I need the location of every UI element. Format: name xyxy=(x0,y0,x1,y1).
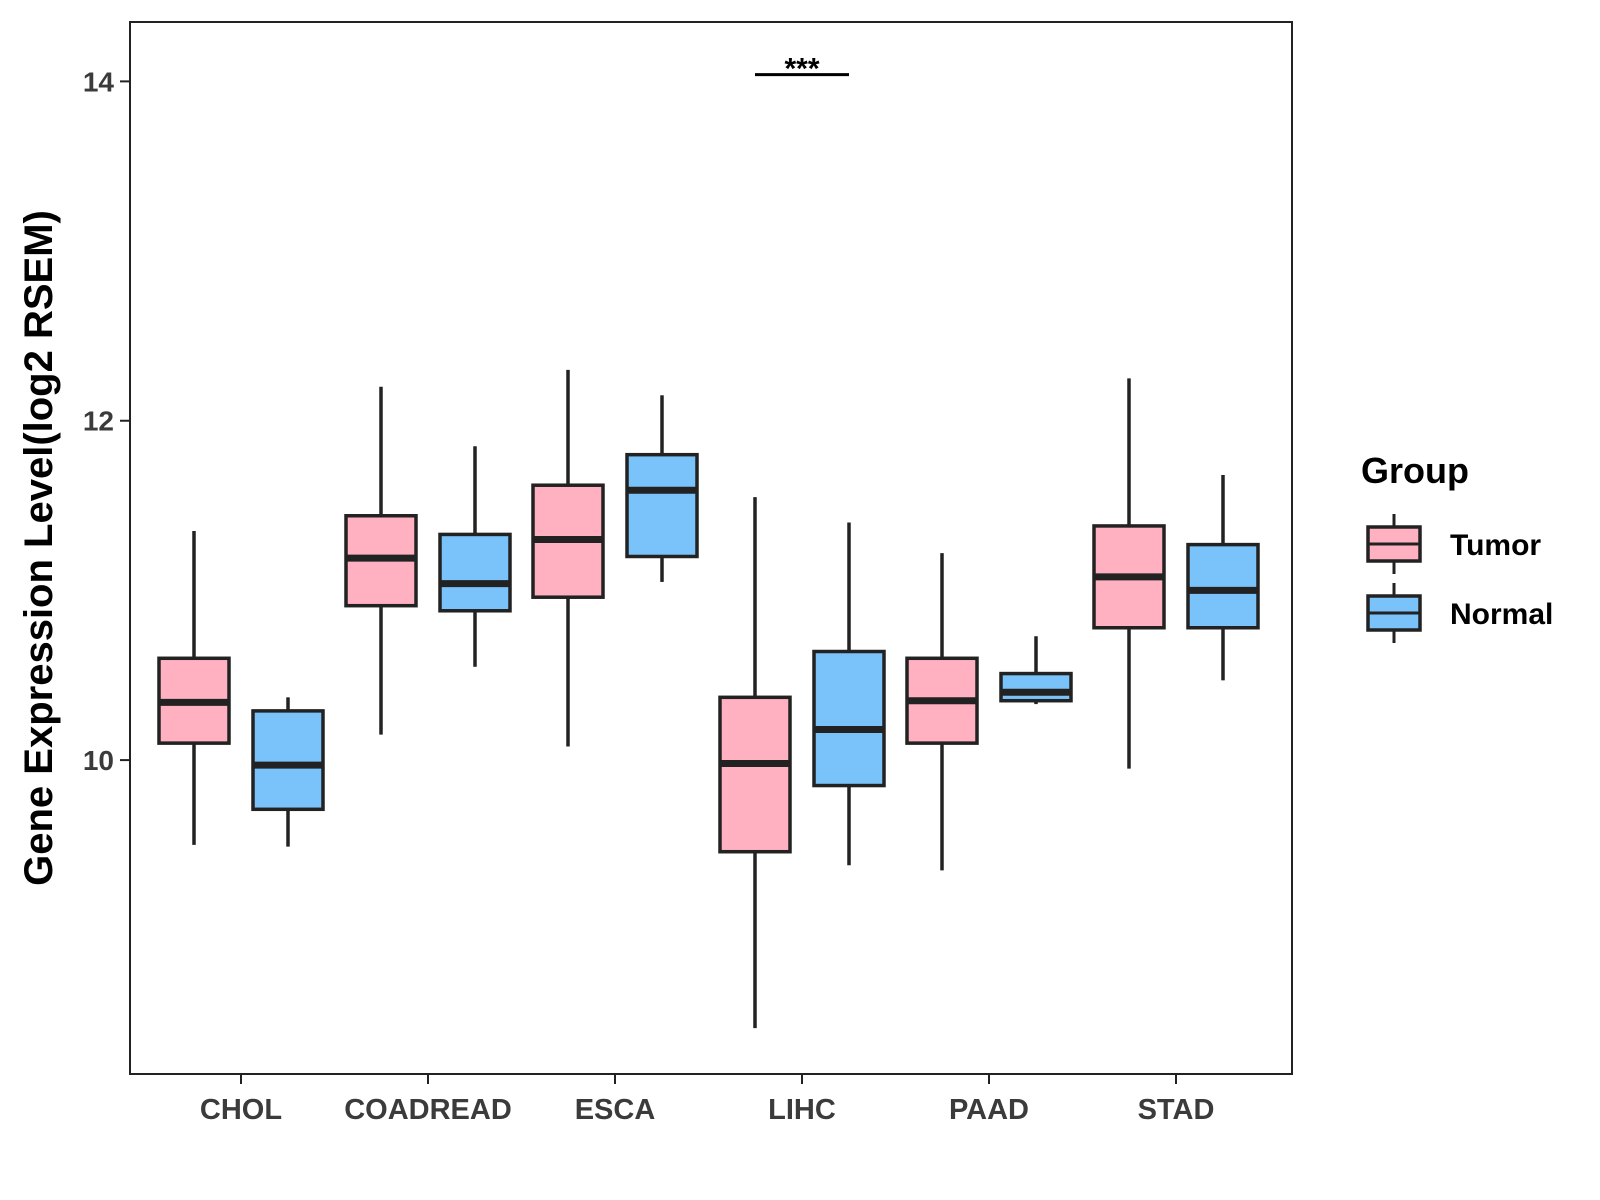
box-normal-coadread xyxy=(438,446,512,667)
box-normal-stad xyxy=(1186,475,1260,681)
box-body xyxy=(625,452,699,559)
y-axis-title: Gene Expression Level(log2 RSEM) xyxy=(17,210,61,886)
y-axis: 10 12 14 xyxy=(83,66,130,776)
box-tumor-paad xyxy=(905,553,979,871)
box-normal-lihc xyxy=(812,522,886,866)
x-axis: CHOL COADREAD ESCA LIHC PAAD STAD xyxy=(200,1074,1214,1126)
x-tick-label-chol: CHOL xyxy=(200,1094,282,1126)
box-normal-esca xyxy=(625,395,699,582)
legend-title: Group xyxy=(1361,450,1469,491)
boxes-layer xyxy=(157,369,1260,1029)
x-tick-label-paad: PAAD xyxy=(949,1094,1029,1126)
box-normal-chol xyxy=(251,697,325,847)
y-tick-label: 12 xyxy=(83,406,114,437)
box-body xyxy=(999,671,1073,703)
y-tick-label: 14 xyxy=(83,66,115,97)
box-body xyxy=(438,532,512,613)
legend-item-tumor: Tumor xyxy=(1366,514,1541,574)
x-tick-label-esca: ESCA xyxy=(575,1094,656,1126)
box-body xyxy=(1186,542,1260,630)
legend: Group Tumor Normal xyxy=(1361,450,1553,643)
box-tumor-esca xyxy=(531,369,605,747)
box-body xyxy=(812,649,886,788)
box-tumor-coadread xyxy=(344,386,418,735)
legend-label: Normal xyxy=(1450,598,1553,631)
significance-annotations: *** xyxy=(755,53,849,86)
box-body xyxy=(251,709,325,812)
significance-stars: *** xyxy=(784,53,819,86)
legend-label: Tumor xyxy=(1450,529,1541,562)
y-tick-label: 10 xyxy=(83,745,114,776)
legend-keys: Tumor Normal xyxy=(1366,514,1553,643)
box-normal-paad xyxy=(999,636,1073,705)
x-tick-label-stad: STAD xyxy=(1138,1094,1215,1126)
box-tumor-chol xyxy=(157,531,231,845)
legend-item-normal: Normal xyxy=(1366,583,1553,643)
box-body xyxy=(718,695,792,854)
box-tumor-lihc xyxy=(718,497,792,1029)
box-tumor-stad xyxy=(1092,378,1166,769)
x-tick-label-lihc: LIHC xyxy=(768,1094,836,1126)
x-tick-label-coadread: COADREAD xyxy=(344,1094,512,1126)
